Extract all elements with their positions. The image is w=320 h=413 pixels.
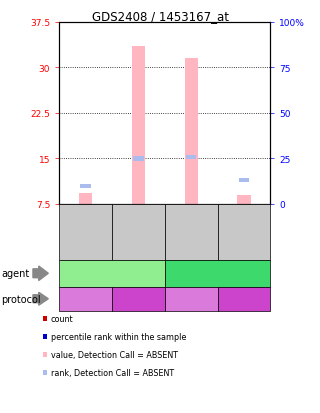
Bar <box>133 157 144 161</box>
Text: BAFF: BAFF <box>204 268 231 279</box>
Bar <box>80 184 91 188</box>
Bar <box>132 47 145 204</box>
Bar <box>186 156 196 160</box>
Text: total: total <box>77 294 94 304</box>
Text: agent: agent <box>2 268 30 279</box>
Text: percentile rank within the sample: percentile rank within the sample <box>51 332 186 341</box>
Text: GSM139084: GSM139084 <box>241 211 247 254</box>
Text: GDS2408 / 1453167_at: GDS2408 / 1453167_at <box>92 10 228 23</box>
Text: protocol: protocol <box>2 294 41 304</box>
Text: rank, Detection Call = ABSENT: rank, Detection Call = ABSENT <box>51 368 174 377</box>
FancyArrow shape <box>33 292 48 306</box>
Bar <box>185 59 198 204</box>
Text: total: total <box>182 294 200 304</box>
Text: value, Detection Call = ABSENT: value, Detection Call = ABSENT <box>51 350 178 359</box>
Bar <box>239 178 249 182</box>
Bar <box>237 195 251 204</box>
Text: untreated: untreated <box>86 268 138 279</box>
Text: polysomal: polysomal <box>224 294 264 304</box>
Text: GSM139087: GSM139087 <box>83 211 89 254</box>
Text: GSM139079: GSM139079 <box>135 211 141 254</box>
Text: GSM139091: GSM139091 <box>188 211 194 254</box>
FancyArrow shape <box>33 266 48 281</box>
Bar <box>79 194 92 204</box>
Text: polysomal: polysomal <box>119 294 158 304</box>
Text: count: count <box>51 314 74 323</box>
